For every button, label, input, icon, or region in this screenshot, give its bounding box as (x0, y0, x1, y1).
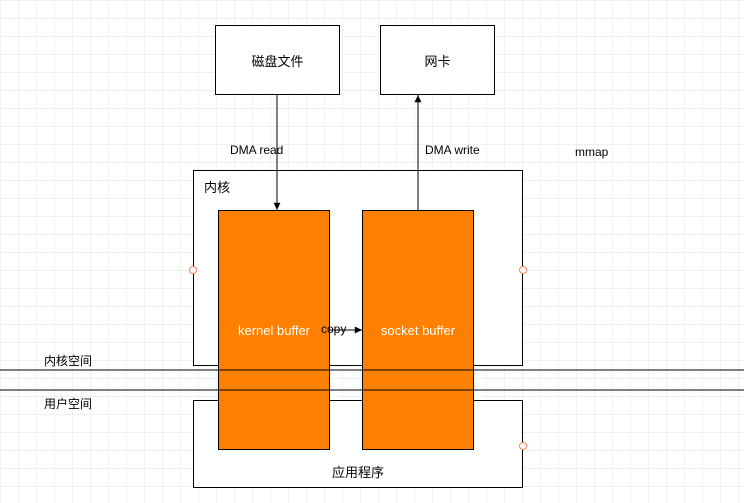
connection-port (189, 266, 197, 274)
connection-port (519, 266, 527, 274)
mmap-label: mmap (575, 145, 608, 159)
dma-write-label: DMA write (425, 143, 480, 157)
copy-label: copy (321, 322, 346, 336)
user-space-label: 用户空间 (44, 395, 92, 412)
diagram-layer: 内核 应用程序 kernel buffer socket buffer 磁盘文件… (0, 0, 744, 503)
dma-read-label: DMA read (230, 143, 283, 157)
connectors-svg (0, 0, 744, 503)
connection-port (519, 442, 527, 450)
kernel-space-label: 内核空间 (44, 352, 92, 369)
